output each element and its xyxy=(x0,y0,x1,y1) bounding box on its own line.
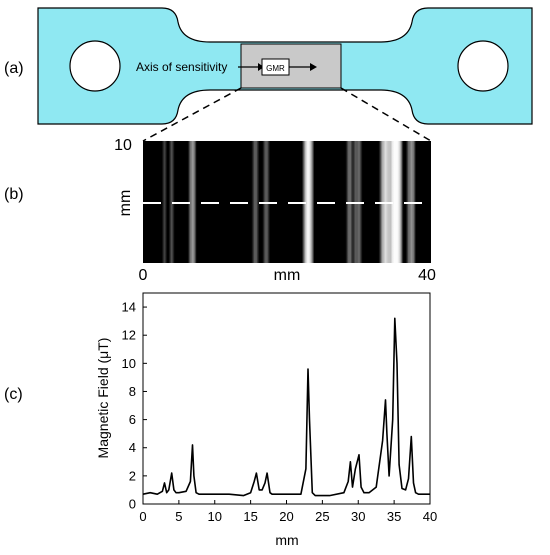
axis-of-sensitivity-label: Axis of sensitivity xyxy=(136,60,227,74)
panel-label-a: (a) xyxy=(4,60,24,77)
y-tick-label: 0 xyxy=(129,497,136,512)
y-axis-label: Magnetic Field (μT) xyxy=(95,338,111,459)
gmr-sensor-label: GMR xyxy=(266,64,285,73)
scan-xtick-40: 40 xyxy=(418,267,436,284)
x-axis-label: mm xyxy=(275,532,298,548)
x-tick-label: 40 xyxy=(423,509,437,524)
zoom-line-left xyxy=(142,87,242,142)
scan-stripe xyxy=(191,141,197,263)
scan-stripe xyxy=(395,141,403,263)
sensitivity-arrow-out-head xyxy=(310,63,317,71)
y-tick-label: 12 xyxy=(122,328,136,343)
panel-label-b: (b) xyxy=(4,186,24,203)
x-tick-label: 25 xyxy=(315,509,329,524)
scan-stripe xyxy=(168,141,175,263)
x-tick-label: 30 xyxy=(351,509,365,524)
sensor-region xyxy=(240,43,342,89)
x-tick-label: 5 xyxy=(175,509,182,524)
y-tick-label: 4 xyxy=(129,440,136,455)
panel-label-c: (c) xyxy=(4,386,23,403)
magnetic-field-trace xyxy=(142,317,430,497)
x-tick-label: 15 xyxy=(243,509,257,524)
zoom-line-right xyxy=(340,87,432,142)
y-tick-label: 8 xyxy=(129,384,136,399)
scan-stripe xyxy=(304,141,315,263)
scan-ylabel: mm xyxy=(117,190,134,217)
scan-xlabel: mm xyxy=(274,267,301,284)
scan-ytick-10: 10 xyxy=(114,137,132,154)
scan-stripe xyxy=(253,141,260,263)
y-tick-label: 14 xyxy=(122,300,136,315)
x-tick-label: 0 xyxy=(139,509,146,524)
x-tick-label: 10 xyxy=(208,509,222,524)
panel-c-chart: 0 5 10 15 20 25 30 35 40 0 2 4 6 8 10 12 14 mm Magnetic… xyxy=(95,292,437,548)
scan-xtick-0: 0 xyxy=(139,267,148,284)
x-tick-label: 20 xyxy=(279,509,293,524)
sensitivity-arrow-in-head xyxy=(258,63,264,71)
panel-a: Axis of sensitivity GMR xyxy=(37,7,533,142)
panel-b: 0 40 10 mm mm xyxy=(114,137,436,284)
y-tick-label: 6 xyxy=(129,412,136,427)
plot-frame xyxy=(142,292,431,505)
y-tick-label: 10 xyxy=(122,356,136,371)
x-tick-label: 35 xyxy=(387,509,401,524)
x-ticks: 0 5 10 15 20 25 30 35 40 xyxy=(139,500,437,524)
y-tick-label: 2 xyxy=(129,468,136,483)
y-ticks: 0 2 4 6 8 10 12 14 xyxy=(122,300,147,512)
left-hole xyxy=(69,40,121,92)
scan-stripe xyxy=(161,141,168,263)
right-hole xyxy=(457,40,509,92)
